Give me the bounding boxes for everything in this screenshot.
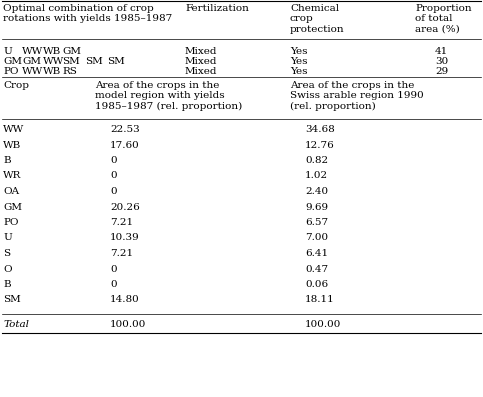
Text: WW: WW [43, 57, 64, 66]
Text: SM: SM [3, 295, 21, 304]
Text: 0.47: 0.47 [305, 264, 328, 274]
Text: 10.39: 10.39 [110, 233, 140, 243]
Text: WB: WB [43, 47, 61, 56]
Text: GM: GM [62, 47, 81, 56]
Text: WW: WW [3, 125, 24, 134]
Text: S: S [3, 249, 10, 258]
Text: 34.68: 34.68 [305, 125, 335, 134]
Text: OA: OA [3, 187, 19, 196]
Text: Mixed: Mixed [185, 57, 217, 66]
Text: B: B [3, 280, 11, 289]
Text: SM: SM [85, 57, 103, 66]
Text: 14.80: 14.80 [110, 295, 140, 304]
Text: GM: GM [3, 202, 22, 212]
Text: 18.11: 18.11 [305, 295, 335, 304]
Text: 0: 0 [110, 172, 116, 181]
Text: WB: WB [3, 141, 21, 150]
Text: 7.21: 7.21 [110, 249, 133, 258]
Text: WB: WB [43, 67, 61, 76]
Text: U: U [3, 233, 12, 243]
Text: 1.02: 1.02 [305, 172, 328, 181]
Text: Fertilization: Fertilization [185, 4, 249, 13]
Text: 17.60: 17.60 [110, 141, 140, 150]
Text: 0: 0 [110, 156, 116, 165]
Text: PO: PO [3, 67, 18, 76]
Text: 2.40: 2.40 [305, 187, 328, 196]
Text: Optimal combination of crop
rotations with yields 1985–1987: Optimal combination of crop rotations wi… [3, 4, 172, 23]
Text: Yes: Yes [290, 67, 308, 76]
Text: PO: PO [3, 218, 18, 227]
Text: WR: WR [3, 172, 21, 181]
Text: 20.26: 20.26 [110, 202, 140, 212]
Text: 41: 41 [435, 47, 448, 56]
Text: Yes: Yes [290, 47, 308, 56]
Text: 29: 29 [435, 67, 448, 76]
Text: 100.00: 100.00 [305, 320, 341, 329]
Text: 6.41: 6.41 [305, 249, 328, 258]
Text: 6.57: 6.57 [305, 218, 328, 227]
Text: WW: WW [22, 47, 43, 56]
Text: B: B [3, 156, 11, 165]
Text: 12.76: 12.76 [305, 141, 335, 150]
Text: Proportion
of total
area (%): Proportion of total area (%) [415, 4, 471, 34]
Text: 7.00: 7.00 [305, 233, 328, 243]
Text: WW: WW [22, 67, 43, 76]
Text: Mixed: Mixed [185, 67, 217, 76]
Text: 0.06: 0.06 [305, 280, 328, 289]
Text: Mixed: Mixed [185, 47, 217, 56]
Text: RS: RS [62, 67, 77, 76]
Text: 30: 30 [435, 57, 448, 66]
Text: Area of the crops in the
model region with yields
1985–1987 (rel. proportion): Area of the crops in the model region wi… [95, 81, 242, 111]
Text: Crop: Crop [3, 81, 29, 90]
Text: O: O [3, 264, 12, 274]
Text: GM: GM [3, 57, 22, 66]
Text: Area of the crops in the
Swiss arable region 1990
(rel. proportion): Area of the crops in the Swiss arable re… [290, 81, 424, 111]
Text: 7.21: 7.21 [110, 218, 133, 227]
Text: 0: 0 [110, 280, 116, 289]
Text: SM: SM [107, 57, 125, 66]
Text: GM: GM [22, 57, 41, 66]
Text: Yes: Yes [290, 57, 308, 66]
Text: 9.69: 9.69 [305, 202, 328, 212]
Text: 22.53: 22.53 [110, 125, 140, 134]
Text: 0: 0 [110, 264, 116, 274]
Text: Chemical
crop
protection: Chemical crop protection [290, 4, 345, 34]
Text: 100.00: 100.00 [110, 320, 146, 329]
Text: SM: SM [62, 57, 80, 66]
Text: Total: Total [3, 320, 29, 329]
Text: 0.82: 0.82 [305, 156, 328, 165]
Text: 0: 0 [110, 187, 116, 196]
Text: U: U [3, 47, 12, 56]
